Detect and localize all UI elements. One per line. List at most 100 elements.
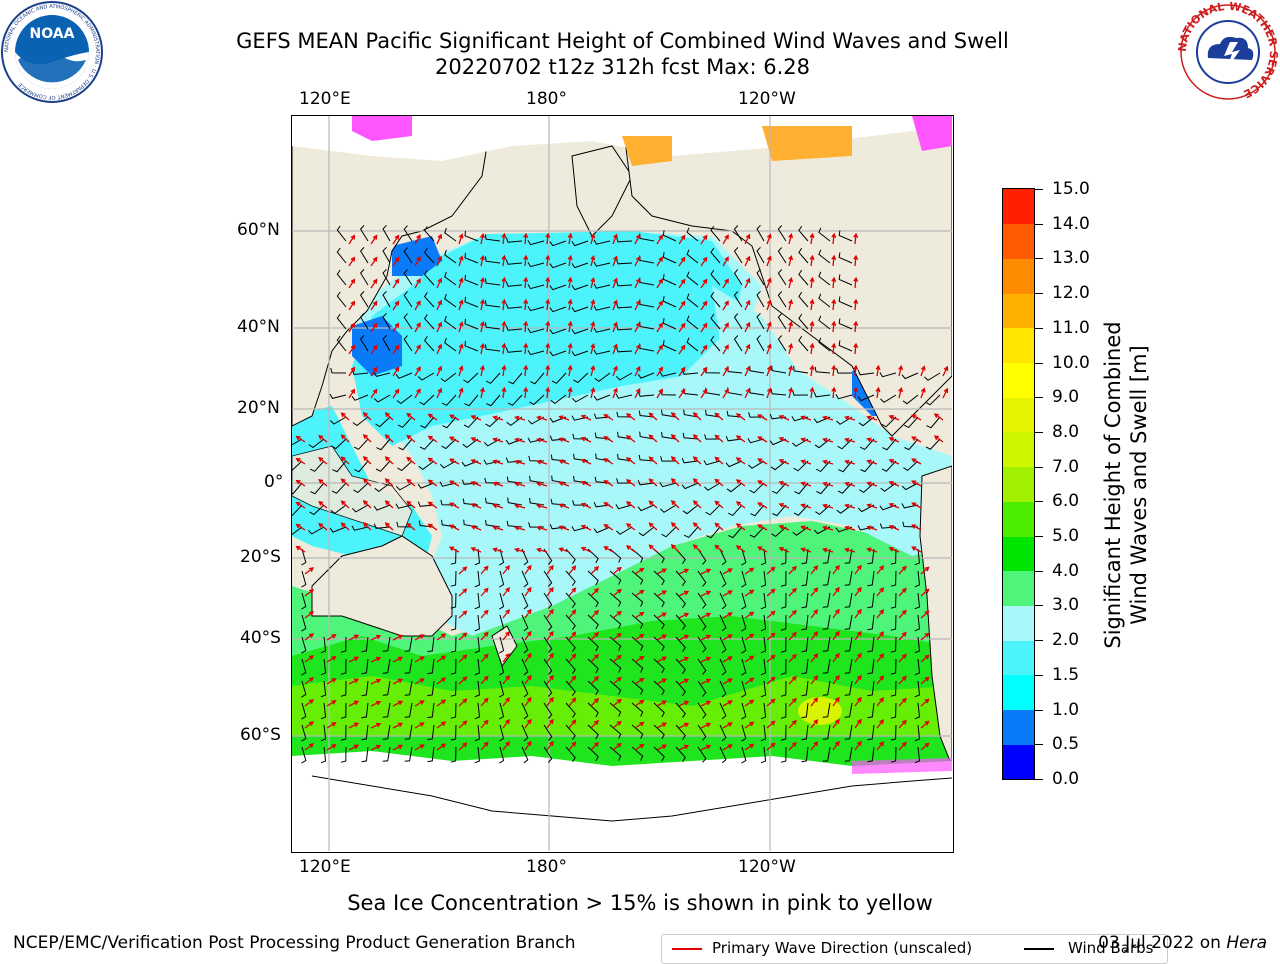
- wind-barb: [860, 460, 875, 473]
- wave-direction-arrow: [414, 634, 425, 641]
- wave-direction-arrow: [612, 588, 622, 597]
- wind-barb: [638, 454, 655, 462]
- wind-barb: [903, 460, 919, 472]
- wave-direction-arrow: [340, 412, 350, 421]
- wave-direction-arrow: [362, 434, 372, 443]
- wind-barb: [505, 325, 523, 331]
- wind-barb: [499, 746, 505, 764]
- wind-barb: [777, 269, 787, 286]
- wave-direction-arrow: [744, 321, 751, 333]
- wind-barb: [427, 658, 435, 675]
- wave-direction-arrow: [458, 742, 468, 751]
- wave-direction-arrow: [766, 277, 772, 289]
- wind-barb: [505, 237, 523, 243]
- wind-barb: [838, 252, 853, 264]
- colorbar-tick: [1035, 779, 1043, 780]
- wind-barb: [777, 291, 787, 308]
- colorbar-segment: [1003, 709, 1034, 745]
- wave-direction-arrow: [700, 590, 712, 597]
- wave-direction-arrow: [612, 255, 618, 267]
- wave-direction-arrow: [853, 342, 859, 355]
- wave-direction-arrow: [678, 678, 690, 685]
- wave-direction-arrow: [348, 388, 356, 399]
- wave-direction-arrow: [700, 678, 712, 685]
- wind-barb: [396, 394, 413, 405]
- wave-direction-arrow: [656, 278, 664, 289]
- wind-barb: [818, 293, 831, 308]
- wave-direction-arrow: [501, 320, 507, 333]
- wave-direction-arrow: [295, 457, 306, 465]
- wave-direction-arrow: [744, 677, 755, 685]
- wave-direction-arrow: [634, 233, 641, 245]
- wind-barb: [741, 724, 747, 742]
- wave-direction-arrow: [853, 276, 859, 289]
- wave-direction-arrow: [558, 547, 570, 553]
- wind-barb: [462, 438, 479, 449]
- wave-direction-arrow: [427, 523, 438, 531]
- colorbar-tick-label: 12.0: [1052, 283, 1090, 304]
- wave-direction-arrow: [788, 364, 794, 377]
- wave-direction-arrow: [722, 744, 733, 751]
- wave-direction-arrow: [492, 525, 504, 531]
- wave-direction-arrow: [656, 722, 667, 729]
- wind-barb: [361, 746, 369, 763]
- wind-barb: [661, 526, 677, 538]
- colorbar-tick-label: 10.0: [1052, 352, 1090, 373]
- wave-direction-arrow: [536, 503, 548, 509]
- wave-direction-arrow: [470, 415, 482, 421]
- wind-barb: [329, 526, 347, 533]
- wind-barb: [675, 746, 686, 762]
- wind-barb: [474, 614, 481, 632]
- wave-direction-arrow: [809, 232, 815, 245]
- wave-direction-arrow: [448, 546, 460, 553]
- wave-direction-arrow: [436, 387, 443, 399]
- wave-direction-arrow: [832, 674, 840, 685]
- wave-direction-arrow: [524, 718, 532, 729]
- wave-direction-arrow: [304, 567, 315, 575]
- wind-barb: [914, 658, 921, 676]
- colorbar-tick-label: 14.0: [1052, 213, 1090, 234]
- wave-direction-arrow: [634, 567, 645, 575]
- wind-barb: [382, 702, 391, 718]
- wind-barb: [404, 724, 413, 740]
- noaa-logo: NOAA NATIONAL OCEANIC AND ATMOSPHERIC AD…: [1, 1, 103, 103]
- wave-direction-arrow: [678, 744, 690, 751]
- wind-barb: [450, 636, 457, 653]
- wind-barb: [638, 410, 655, 418]
- wind-barb: [418, 460, 435, 471]
- wind-barb: [320, 658, 327, 676]
- colorbar-tick-label: 5.0: [1052, 526, 1080, 547]
- wave-direction-arrow: [392, 700, 404, 707]
- wave-direction-arrow: [656, 678, 667, 685]
- wind-barb: [403, 291, 413, 308]
- wind-barb: [741, 570, 747, 588]
- wave-direction-arrow: [822, 459, 834, 465]
- wave-direction-arrow: [546, 630, 554, 641]
- wind-barb: [301, 636, 307, 654]
- wave-direction-arrow: [536, 459, 548, 465]
- wind-barb: [450, 702, 457, 719]
- wave-direction-arrow: [326, 700, 337, 707]
- wind-barb: [637, 480, 655, 486]
- wave-direction-arrow: [788, 719, 797, 729]
- wind-barb: [838, 296, 853, 308]
- wave-direction-arrow: [414, 256, 421, 267]
- wave-direction-arrow: [778, 436, 790, 443]
- wind-barb: [442, 416, 457, 429]
- wind-barb: [741, 614, 747, 632]
- wave-direction-arrow: [590, 675, 600, 685]
- wind-barb: [801, 570, 809, 587]
- colorbar-segment: [1003, 674, 1034, 711]
- wave-direction-arrow: [648, 500, 658, 509]
- wave-direction-arrow: [876, 719, 885, 729]
- wind-barb: [675, 702, 686, 718]
- wave-direction-arrow: [648, 522, 658, 531]
- wind-barb: [499, 592, 505, 610]
- wave-direction-arrow: [568, 653, 577, 663]
- legend-barb-label: Wind Barbs: [1068, 939, 1154, 957]
- arctic-ice-orange-east: [762, 126, 852, 161]
- wave-direction-arrow: [384, 412, 394, 421]
- wave-direction-arrow: [678, 612, 690, 619]
- wave-direction-arrow: [501, 364, 507, 377]
- wind-barb: [398, 438, 413, 451]
